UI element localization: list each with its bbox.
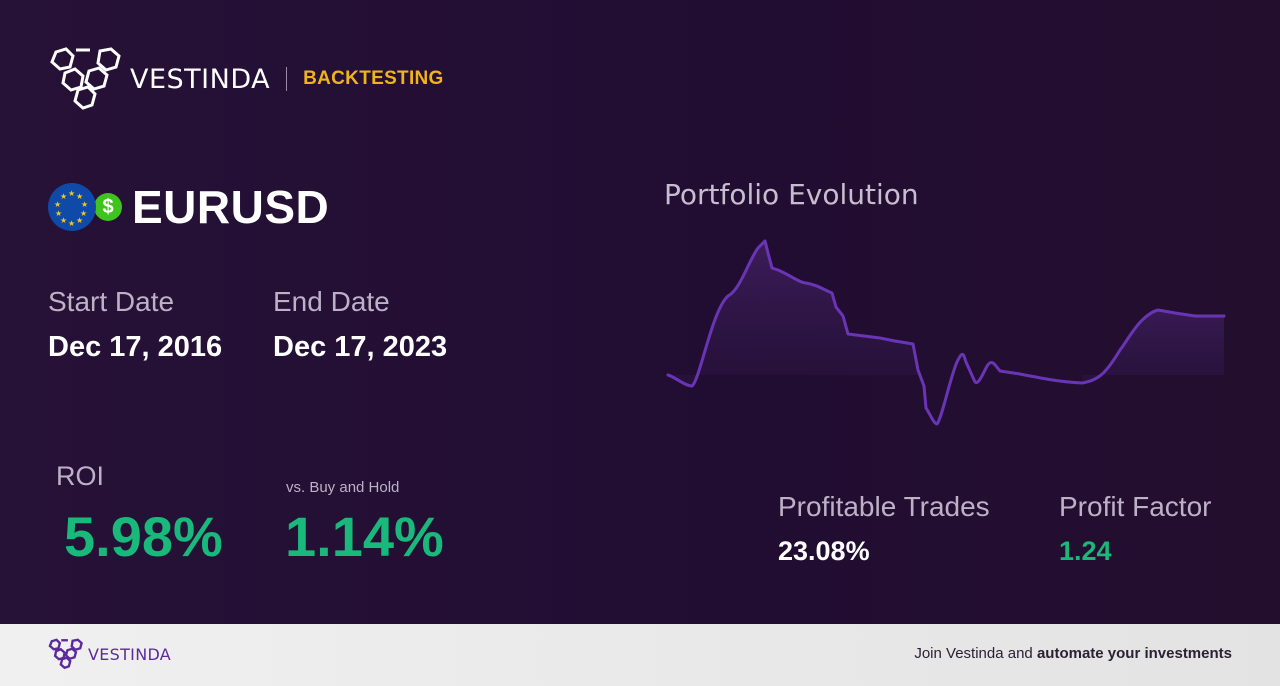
vs-buy-hold-label: vs. Buy and Hold [286, 479, 400, 496]
cta-bold: automate your investments [1036, 645, 1232, 662]
brand-name: VESTINDA [130, 63, 271, 95]
eu-flag-icon: ★ ★ ★ ★ ★ ★ ★ ★ ★ ★ [48, 183, 96, 231]
currency-pair: ★ ★ ★ ★ ★ ★ ★ ★ ★ ★ $ EURUSD [48, 180, 329, 234]
start-date-value: Dec 17, 2016 [48, 331, 223, 363]
roi-value: 5.98% [64, 505, 223, 568]
chart-line [666, 239, 1226, 426]
backtesting-tag: BACKTESTING [303, 68, 444, 89]
chart-area-fill [668, 241, 1224, 386]
brand-header: VESTINDA BACKTESTING [48, 46, 444, 112]
chart-title: Portfolio Evolution [664, 178, 919, 211]
footer-brand-name: VESTINDA [88, 644, 172, 664]
cta-prefix: Join Vestinda and [914, 645, 1037, 662]
profitable-trades-value: 23.08% [778, 536, 870, 566]
footer-brand-link[interactable]: VESTINDA [48, 638, 171, 670]
footer: VESTINDA Join Vestinda and automate your… [0, 624, 1280, 686]
vestinda-logo-icon [48, 638, 83, 670]
profit-factor-label: Profit Factor [1059, 491, 1212, 522]
pair-name: EURUSD [132, 181, 330, 233]
end-date-value: Dec 17, 2023 [273, 331, 448, 363]
roi-label: ROI [56, 461, 105, 491]
dollar-coin-icon: $ [94, 193, 122, 221]
portfolio-evolution-chart [666, 239, 1226, 426]
start-date-label: Start Date [48, 286, 175, 317]
profitable-trades-label: Profitable Trades [778, 491, 990, 522]
footer-cta-link[interactable]: Join Vestinda and automate your investme… [914, 645, 1232, 662]
vestinda-logo-icon [50, 47, 121, 110]
profit-factor-value: 1.24 [1059, 536, 1112, 566]
end-date-label: End Date [273, 286, 390, 317]
vs-buy-hold-value: 1.14% [285, 505, 444, 568]
brand-divider [286, 67, 288, 91]
main-panel: VESTINDA BACKTESTING ★ ★ ★ ★ ★ ★ ★ ★ ★ ★… [0, 0, 1280, 624]
chart-area-fill-right [1082, 310, 1224, 383]
